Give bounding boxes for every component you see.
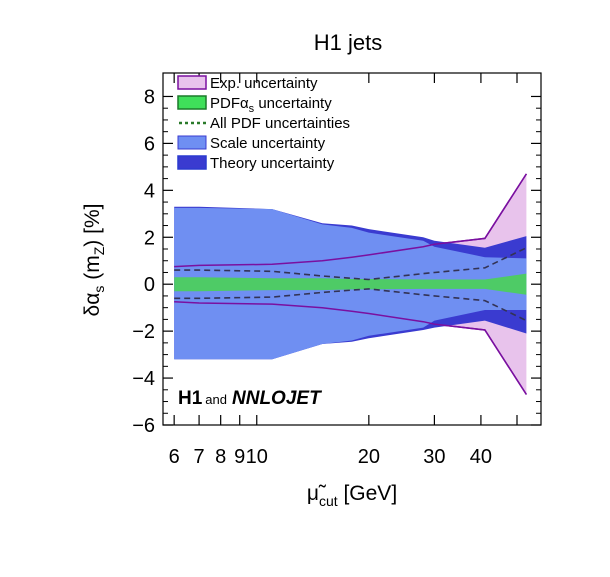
legend-swatch-scale bbox=[177, 135, 207, 150]
x-tick-label: 7 bbox=[194, 446, 205, 468]
x-tick-label: 20 bbox=[358, 446, 380, 468]
y-axis: −6 −4 −2 0 2 4 6 8 bbox=[132, 86, 541, 437]
y-tick-label: 4 bbox=[144, 180, 155, 202]
legend-label-exp: Exp. uncertainty bbox=[210, 75, 318, 92]
x-tick-label: 30 bbox=[423, 446, 445, 468]
y-tick-label: −6 bbox=[132, 415, 155, 437]
legend-swatch-theory bbox=[177, 155, 207, 170]
annotation-h1-nnlojet: H1 and NNLOJET bbox=[178, 388, 322, 409]
x-tick-label: 9 bbox=[234, 446, 245, 468]
band-pdf-alphas-uncertainty bbox=[174, 273, 527, 295]
x-tick-label: 8 bbox=[215, 446, 226, 468]
x-axis-label: μ̃cut [GeV] bbox=[307, 482, 397, 509]
y-tick-label: 2 bbox=[144, 227, 155, 249]
y-tick-label: 8 bbox=[144, 86, 155, 108]
all-pdf-lower-line bbox=[174, 288, 527, 322]
legend-swatch-pdf bbox=[177, 95, 207, 110]
legend-label-scale: Scale uncertainty bbox=[210, 135, 326, 152]
chart-title: H1 jets bbox=[314, 30, 382, 55]
legend-label-allpdf: All PDF uncertainties bbox=[210, 115, 350, 132]
legend-label-pdf: PDFαs uncertainty bbox=[210, 95, 332, 115]
exp-upper-line bbox=[174, 173, 528, 268]
exp-lower-line bbox=[174, 301, 528, 395]
all-pdf-upper-line bbox=[174, 247, 527, 281]
y-axis-label: δαs (mZ) [%] bbox=[81, 204, 107, 317]
legend-swatch-exp bbox=[177, 75, 207, 90]
y-tick-label: 0 bbox=[144, 274, 155, 296]
legend-label-theory: Theory uncertainty bbox=[210, 155, 335, 172]
y-tick-label: −4 bbox=[132, 368, 155, 390]
plot-area bbox=[174, 173, 528, 395]
x-tick-label: 10 bbox=[246, 446, 268, 468]
legend: Exp. uncertainty PDFαs uncertainty All P… bbox=[177, 75, 350, 172]
x-tick-label: 40 bbox=[470, 446, 492, 468]
x-axis: 6 7 8 9 10 20 30 40 bbox=[169, 73, 518, 468]
y-tick-label: 6 bbox=[144, 133, 155, 155]
x-tick-label: 6 bbox=[169, 446, 180, 468]
y-tick-label: −2 bbox=[132, 321, 155, 343]
